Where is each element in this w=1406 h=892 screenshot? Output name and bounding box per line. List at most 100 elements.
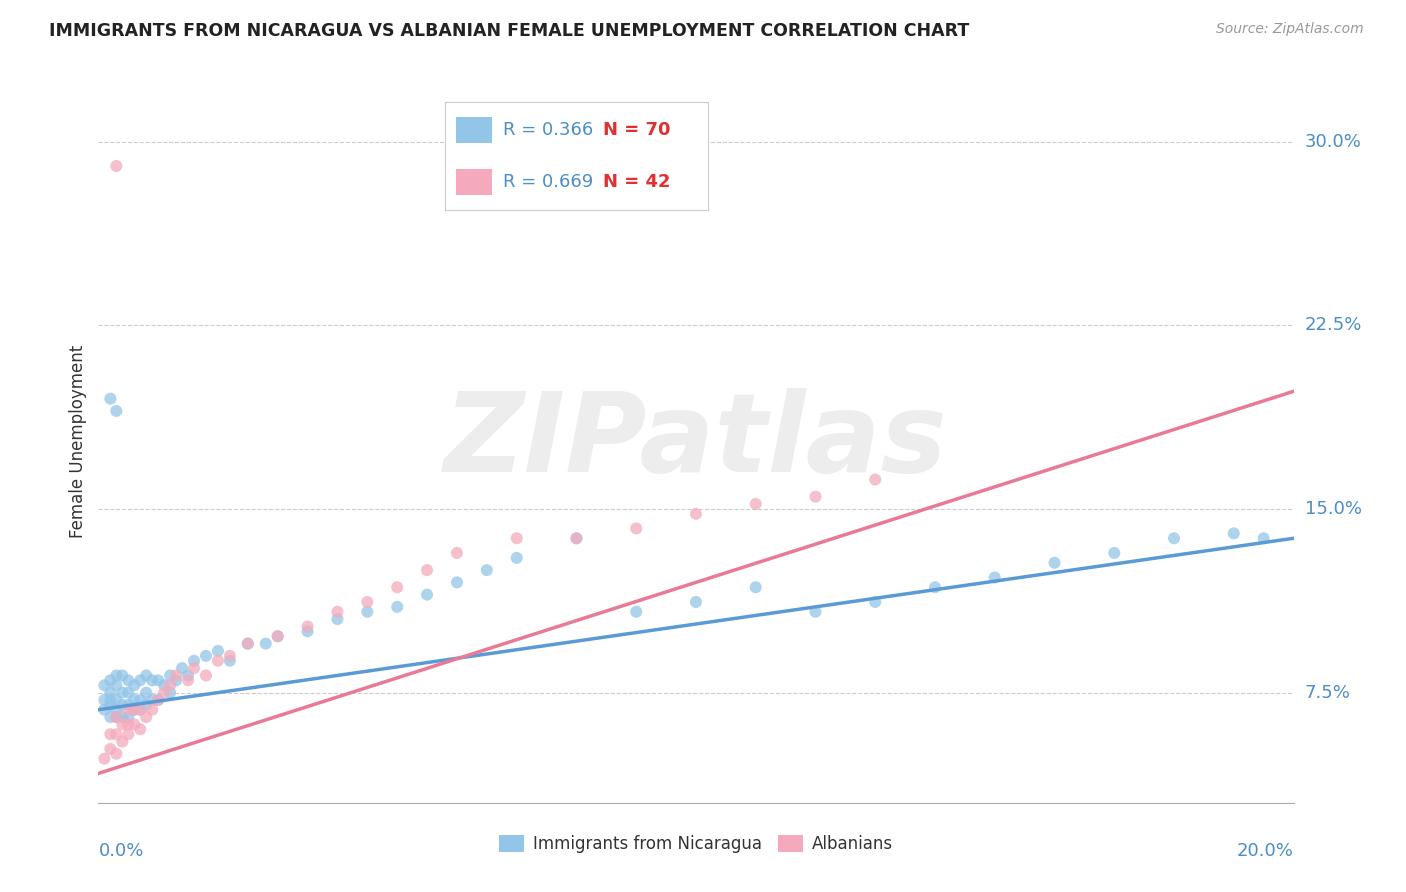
- Point: [153, 678, 176, 692]
- Point: [111, 717, 134, 731]
- Point: [135, 698, 157, 712]
- Point: [1253, 531, 1275, 545]
- Point: [219, 648, 242, 663]
- Point: [1043, 556, 1066, 570]
- Point: [129, 703, 152, 717]
- Point: [98, 727, 122, 741]
- Point: [93, 678, 115, 692]
- Point: [475, 563, 498, 577]
- Point: [98, 742, 122, 756]
- Point: [93, 693, 115, 707]
- Point: [416, 563, 439, 577]
- Point: [356, 605, 378, 619]
- Text: 30.0%: 30.0%: [1305, 133, 1361, 151]
- Point: [207, 644, 229, 658]
- Point: [446, 575, 468, 590]
- Point: [685, 595, 707, 609]
- Point: [117, 717, 139, 731]
- Point: [183, 661, 205, 675]
- Point: [745, 497, 768, 511]
- Point: [124, 703, 146, 717]
- Point: [385, 599, 409, 614]
- Point: [117, 673, 139, 688]
- Point: [105, 727, 128, 741]
- Point: [98, 392, 122, 406]
- Text: Source: ZipAtlas.com: Source: ZipAtlas.com: [1216, 22, 1364, 37]
- Point: [865, 595, 887, 609]
- Point: [111, 698, 134, 712]
- Point: [626, 521, 648, 535]
- Point: [1223, 526, 1246, 541]
- Point: [105, 710, 128, 724]
- Point: [117, 703, 139, 717]
- Point: [385, 580, 409, 594]
- Text: 22.5%: 22.5%: [1305, 316, 1362, 334]
- Point: [129, 703, 152, 717]
- Point: [129, 723, 152, 737]
- Point: [135, 685, 157, 699]
- Point: [111, 734, 134, 748]
- Point: [326, 605, 349, 619]
- Point: [254, 637, 277, 651]
- Point: [565, 531, 588, 545]
- Point: [105, 693, 128, 707]
- Point: [98, 698, 122, 712]
- Point: [177, 673, 200, 688]
- Point: [165, 673, 187, 688]
- Point: [117, 698, 139, 712]
- Point: [297, 624, 319, 639]
- Point: [129, 693, 152, 707]
- Point: [626, 605, 648, 619]
- Point: [219, 654, 242, 668]
- Point: [117, 710, 139, 724]
- Point: [105, 678, 128, 692]
- Point: [159, 678, 181, 692]
- Point: [148, 673, 170, 688]
- Point: [93, 752, 115, 766]
- Point: [98, 685, 122, 699]
- Point: [153, 685, 176, 699]
- Point: [236, 637, 259, 651]
- Point: [159, 685, 181, 699]
- Point: [924, 580, 946, 594]
- Point: [236, 637, 259, 651]
- Point: [141, 693, 163, 707]
- Point: [105, 710, 128, 724]
- Point: [804, 605, 827, 619]
- Point: [129, 673, 152, 688]
- Point: [183, 654, 205, 668]
- Point: [148, 693, 170, 707]
- Point: [124, 703, 146, 717]
- Point: [135, 668, 157, 682]
- Point: [267, 629, 290, 643]
- Text: ZIPatlas: ZIPatlas: [444, 388, 948, 495]
- Text: 0.0%: 0.0%: [98, 842, 143, 860]
- Point: [745, 580, 768, 594]
- Point: [105, 159, 128, 173]
- Point: [172, 661, 194, 675]
- Point: [117, 685, 139, 699]
- Point: [124, 678, 146, 692]
- Text: 20.0%: 20.0%: [1237, 842, 1294, 860]
- Point: [124, 693, 146, 707]
- Point: [416, 588, 439, 602]
- Point: [159, 668, 181, 682]
- Point: [111, 685, 134, 699]
- Point: [105, 703, 128, 717]
- Point: [297, 619, 319, 633]
- Text: IMMIGRANTS FROM NICARAGUA VS ALBANIAN FEMALE UNEMPLOYMENT CORRELATION CHART: IMMIGRANTS FROM NICARAGUA VS ALBANIAN FE…: [49, 22, 970, 40]
- Point: [356, 595, 378, 609]
- Point: [207, 654, 229, 668]
- Point: [195, 648, 218, 663]
- Point: [124, 717, 146, 731]
- Point: [98, 693, 122, 707]
- Text: 7.5%: 7.5%: [1305, 683, 1351, 702]
- Point: [267, 629, 290, 643]
- Point: [165, 668, 187, 682]
- Point: [1163, 531, 1185, 545]
- Point: [141, 703, 163, 717]
- Point: [111, 710, 134, 724]
- Point: [685, 507, 707, 521]
- Legend: Immigrants from Nicaragua, Albanians: Immigrants from Nicaragua, Albanians: [492, 828, 900, 860]
- Point: [117, 727, 139, 741]
